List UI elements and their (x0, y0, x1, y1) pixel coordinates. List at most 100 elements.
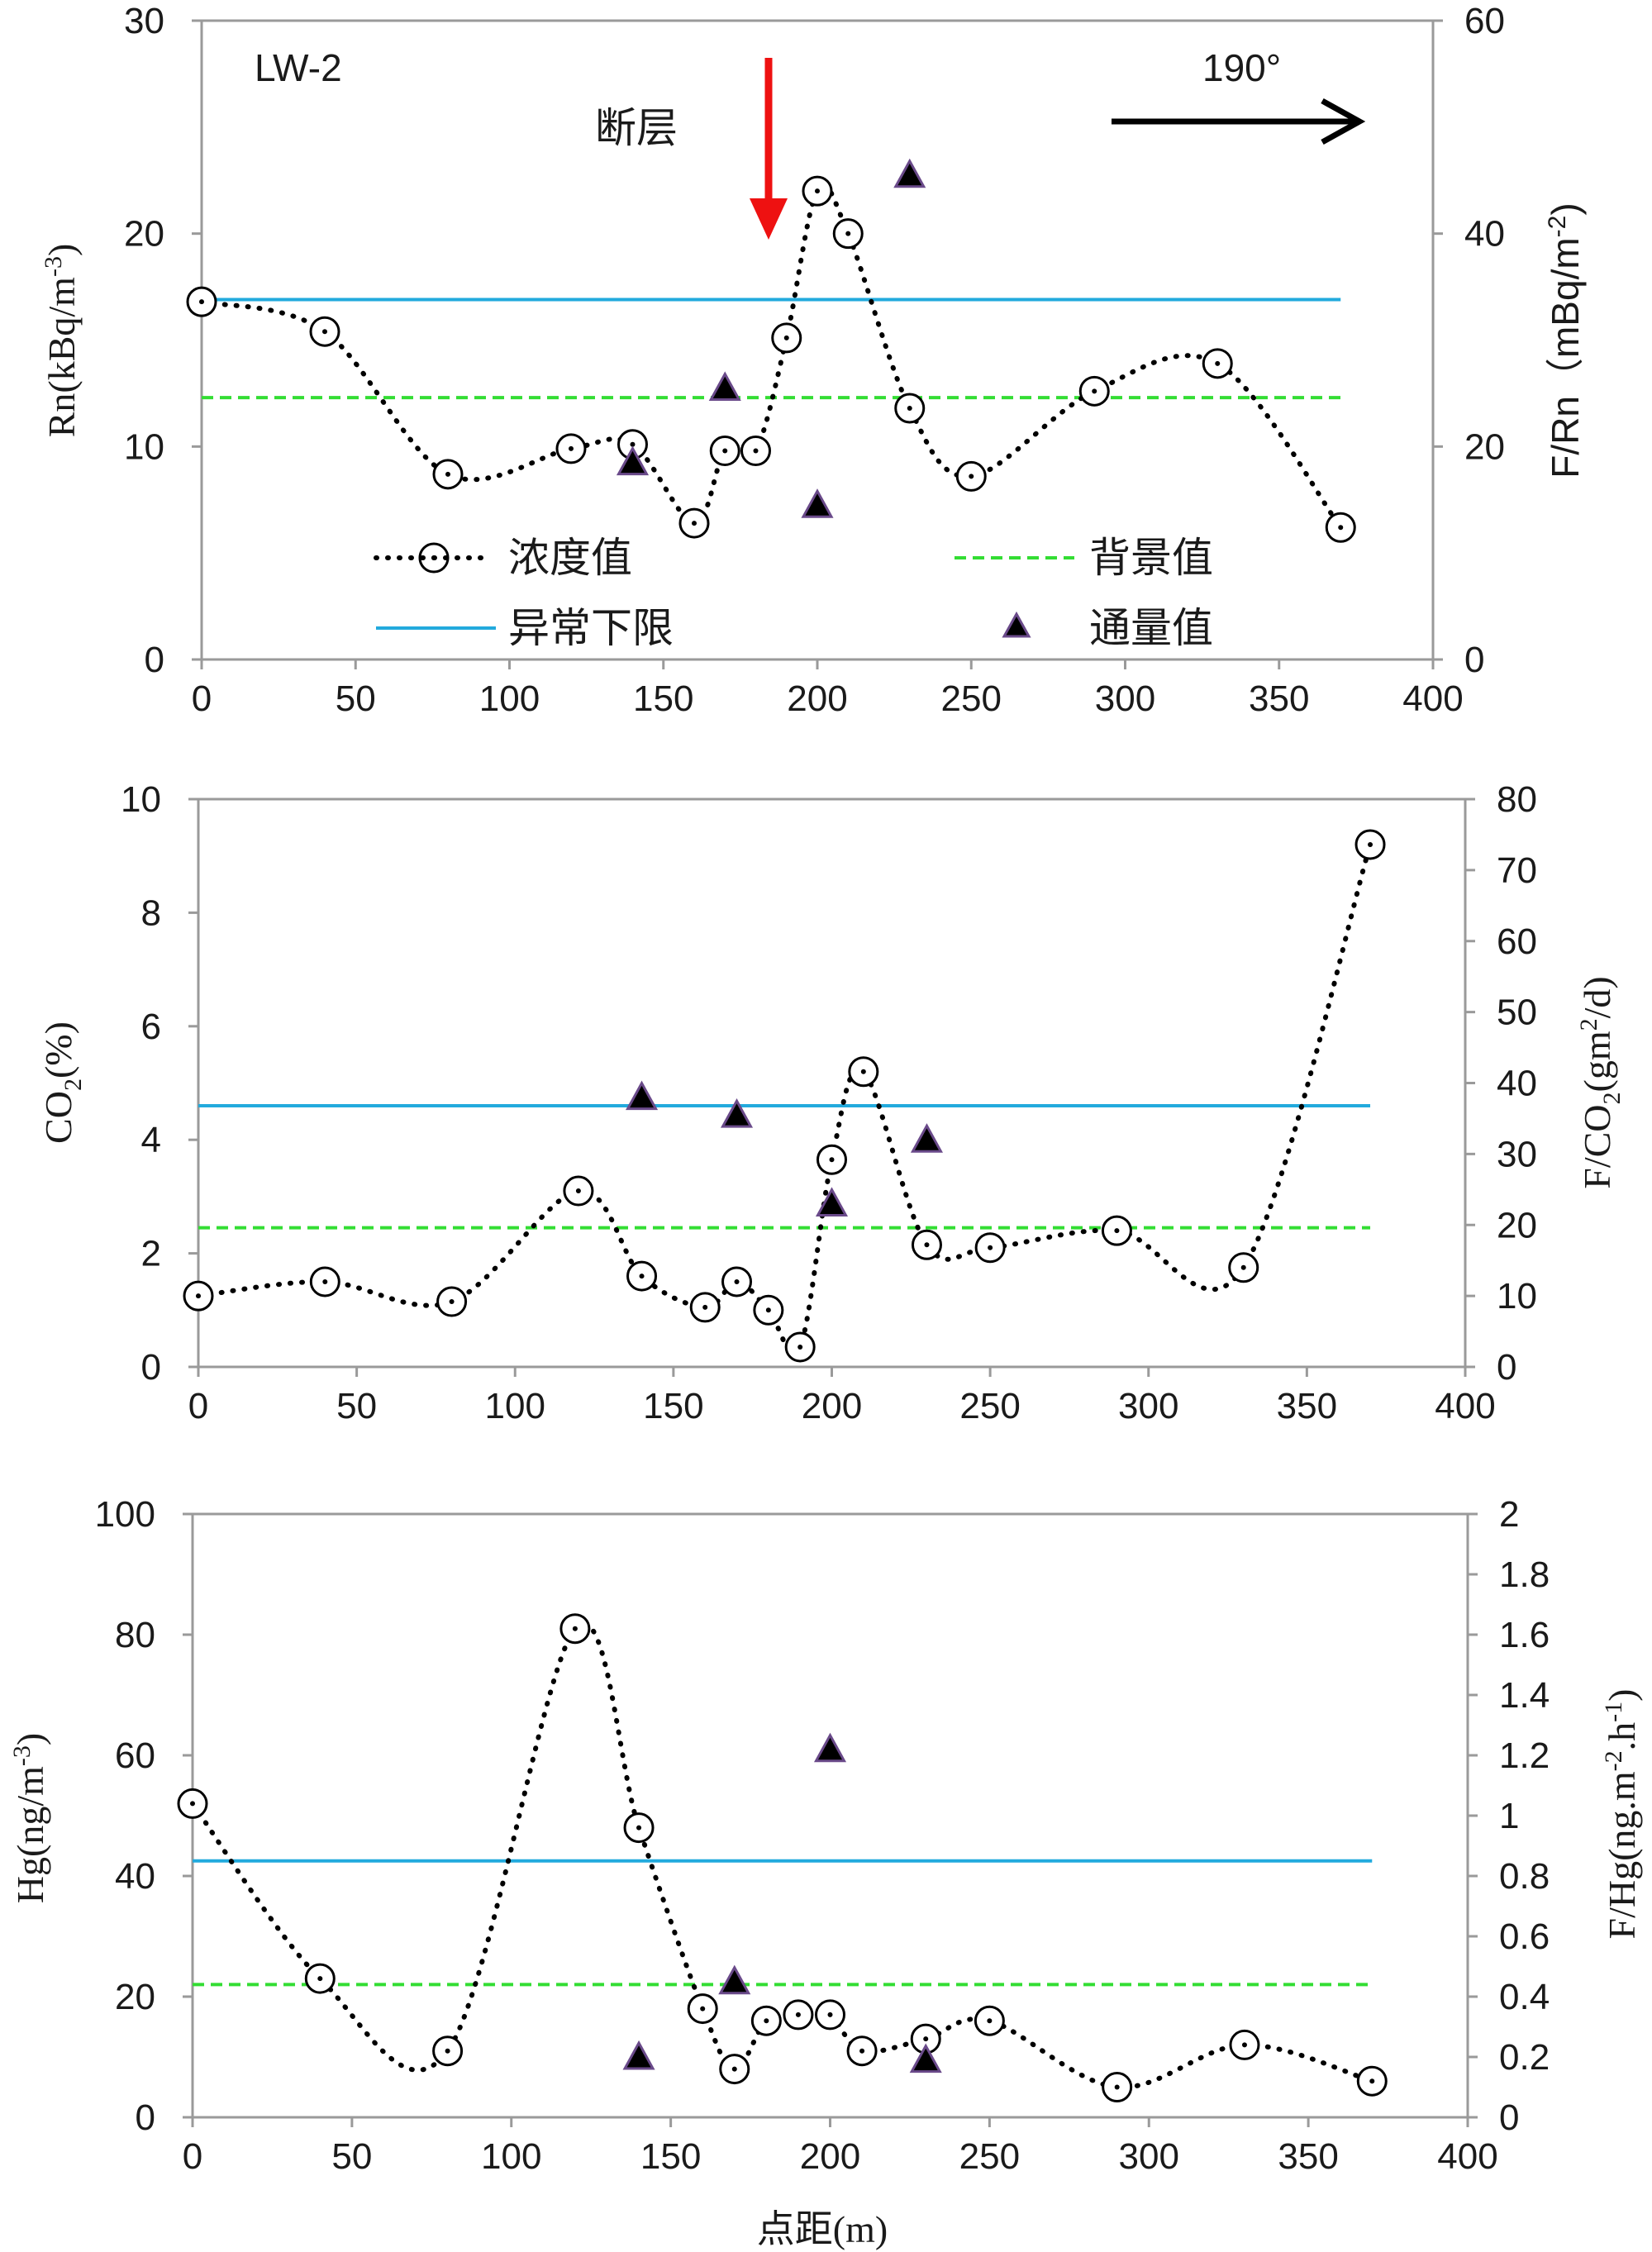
concentration-point-center (924, 1242, 930, 1248)
concentration-point-center (639, 1274, 645, 1279)
y-right-tick-label: 0 (1464, 640, 1484, 680)
flux-point (616, 445, 650, 476)
concentration-point-center (630, 441, 636, 447)
y-left-label: Rn(kBq/m-3) (40, 244, 83, 438)
y-right-tick-label: 0.4 (1499, 1977, 1550, 2017)
y-right-tick-label: 60 (1464, 1, 1505, 41)
concentration-point-center (859, 2048, 865, 2054)
concentration-point-center (988, 1245, 993, 1250)
tick-marks (188, 797, 1475, 1377)
concentration-point-center (569, 445, 574, 451)
tick-marks (192, 19, 1443, 669)
concentration-point-center (1114, 2084, 1120, 2090)
y-left-tick-label: 0 (141, 1347, 161, 1388)
concentration-point-center (765, 1307, 771, 1313)
concentration-point-center (923, 2036, 929, 2042)
concentration-series (186, 175, 1356, 543)
concentration-line (196, 841, 1373, 1357)
y-left-tick-label: 60 (115, 1735, 155, 1776)
x-tick-label: 0 (192, 678, 212, 719)
concentration-point-center (815, 188, 820, 194)
y-right-tick-label: 10 (1497, 1276, 1537, 1316)
x-tick-label: 350 (1277, 1386, 1337, 1426)
concentration-point-center (449, 1298, 455, 1304)
x-tick-label: 50 (336, 1386, 377, 1426)
y-right-tick-label: 2 (1499, 1494, 1519, 1535)
concentration-point-center (734, 1278, 740, 1284)
y-right-tick-label: 0 (1497, 1347, 1516, 1388)
concentration-point-center (1369, 2078, 1375, 2084)
concentration-point-center (845, 231, 851, 236)
y-right-tick-label: 1.6 (1499, 1615, 1550, 1655)
y-right-label: F/Hg(ng.m-2.h-1) (1600, 1688, 1643, 1939)
co2-panel: 0 50 100 150 200 250 300 350 400 0 2 4 6 8 10 0 10 20 30… (37, 779, 1626, 1426)
y-left-label: CO2(%) (37, 1021, 87, 1144)
x-tick-label: 150 (640, 2136, 701, 2177)
concentration-point-center (199, 299, 204, 305)
flux-point (815, 1187, 849, 1216)
legend-concentration: 浓度值 (374, 534, 632, 582)
y-right-tick-label: 50 (1497, 993, 1537, 1033)
flux-point (893, 158, 926, 188)
flux-point (622, 2040, 655, 2070)
y-left-tick-labels: 0 20 40 60 80 100 (95, 1494, 155, 2138)
x-tick-label: 300 (1119, 2136, 1179, 2177)
y-left-tick-label: 2 (141, 1234, 161, 1274)
concentration-point-center (190, 1801, 195, 1807)
concentration-point-center (1338, 525, 1344, 531)
flux-series (626, 1080, 944, 1216)
x-tick-label: 100 (479, 678, 540, 719)
x-tick-label: 350 (1249, 678, 1309, 719)
x-tick-label: 200 (802, 1386, 862, 1426)
y-right-label: F/Rn（mBq/m-2) (1544, 202, 1587, 478)
flux-series (622, 1732, 942, 2073)
fault-arrow (750, 58, 788, 240)
y-right-tick-label: 0 (1499, 2097, 1519, 2138)
concentration-point-center (322, 329, 327, 335)
concentration-point-center (445, 471, 450, 477)
concentration-point-center (692, 521, 697, 526)
y-right-tick-label: 0.8 (1499, 1856, 1550, 1897)
flux-point (626, 1080, 659, 1111)
concentration-point-center (987, 2018, 993, 2024)
y-right-tick-label: 1.4 (1499, 1675, 1550, 1716)
flux-point (720, 1098, 754, 1128)
y-right-tick-label: 80 (1497, 779, 1537, 820)
x-axis-label: 点距(m) (757, 2207, 888, 2251)
y-left-tick-label: 20 (115, 1977, 155, 2017)
x-tick-label: 0 (188, 1386, 208, 1426)
y-left-tick-label: 10 (121, 779, 161, 820)
flux-series (616, 158, 926, 518)
concentration-point-center (860, 1069, 866, 1074)
x-tick-label: 400 (1437, 2136, 1497, 2177)
y-right-tick-label: 20 (1497, 1205, 1537, 1245)
flux-point (910, 1123, 944, 1153)
concentration-series (177, 1613, 1388, 2102)
x-tick-labels: 0 50 100 150 200 250 300 350 400 (192, 678, 1464, 719)
concentration-point-center (700, 2006, 706, 2012)
flux-point (708, 371, 741, 401)
flux-point (909, 2043, 942, 2073)
x-tick-label: 400 (1435, 1386, 1495, 1426)
legend-concentration-label: 浓度值 (508, 534, 632, 582)
flux-point (801, 488, 834, 518)
y-right-tick-label: 1.2 (1499, 1735, 1550, 1776)
x-tick-label: 250 (959, 2136, 1020, 2177)
y-left-tick-labels: 0 2 4 6 8 10 (121, 779, 161, 1388)
y-left-tick-label: 4 (141, 1120, 161, 1160)
x-tick-label: 50 (331, 2136, 372, 2177)
legend: 浓度值 背景值 异常下限 通量值 (374, 534, 1213, 652)
concentration-point-center (1241, 2042, 1247, 2048)
tick-marks (183, 1512, 1478, 2127)
concentration-point-center (722, 448, 728, 454)
flux-point (813, 1732, 847, 1763)
plot-area (200, 19, 1435, 661)
x-tick-label: 0 (183, 2136, 202, 2177)
concentration-point-center (575, 1188, 581, 1194)
concentration-point-center (753, 448, 759, 454)
x-tick-labels: 0 50 100 150 200 250 300 350 400 (188, 1386, 1496, 1426)
fault-label: 断层 (595, 104, 678, 152)
concentration-point-center (1114, 1228, 1120, 1234)
concentration-point-center (764, 2018, 769, 2024)
